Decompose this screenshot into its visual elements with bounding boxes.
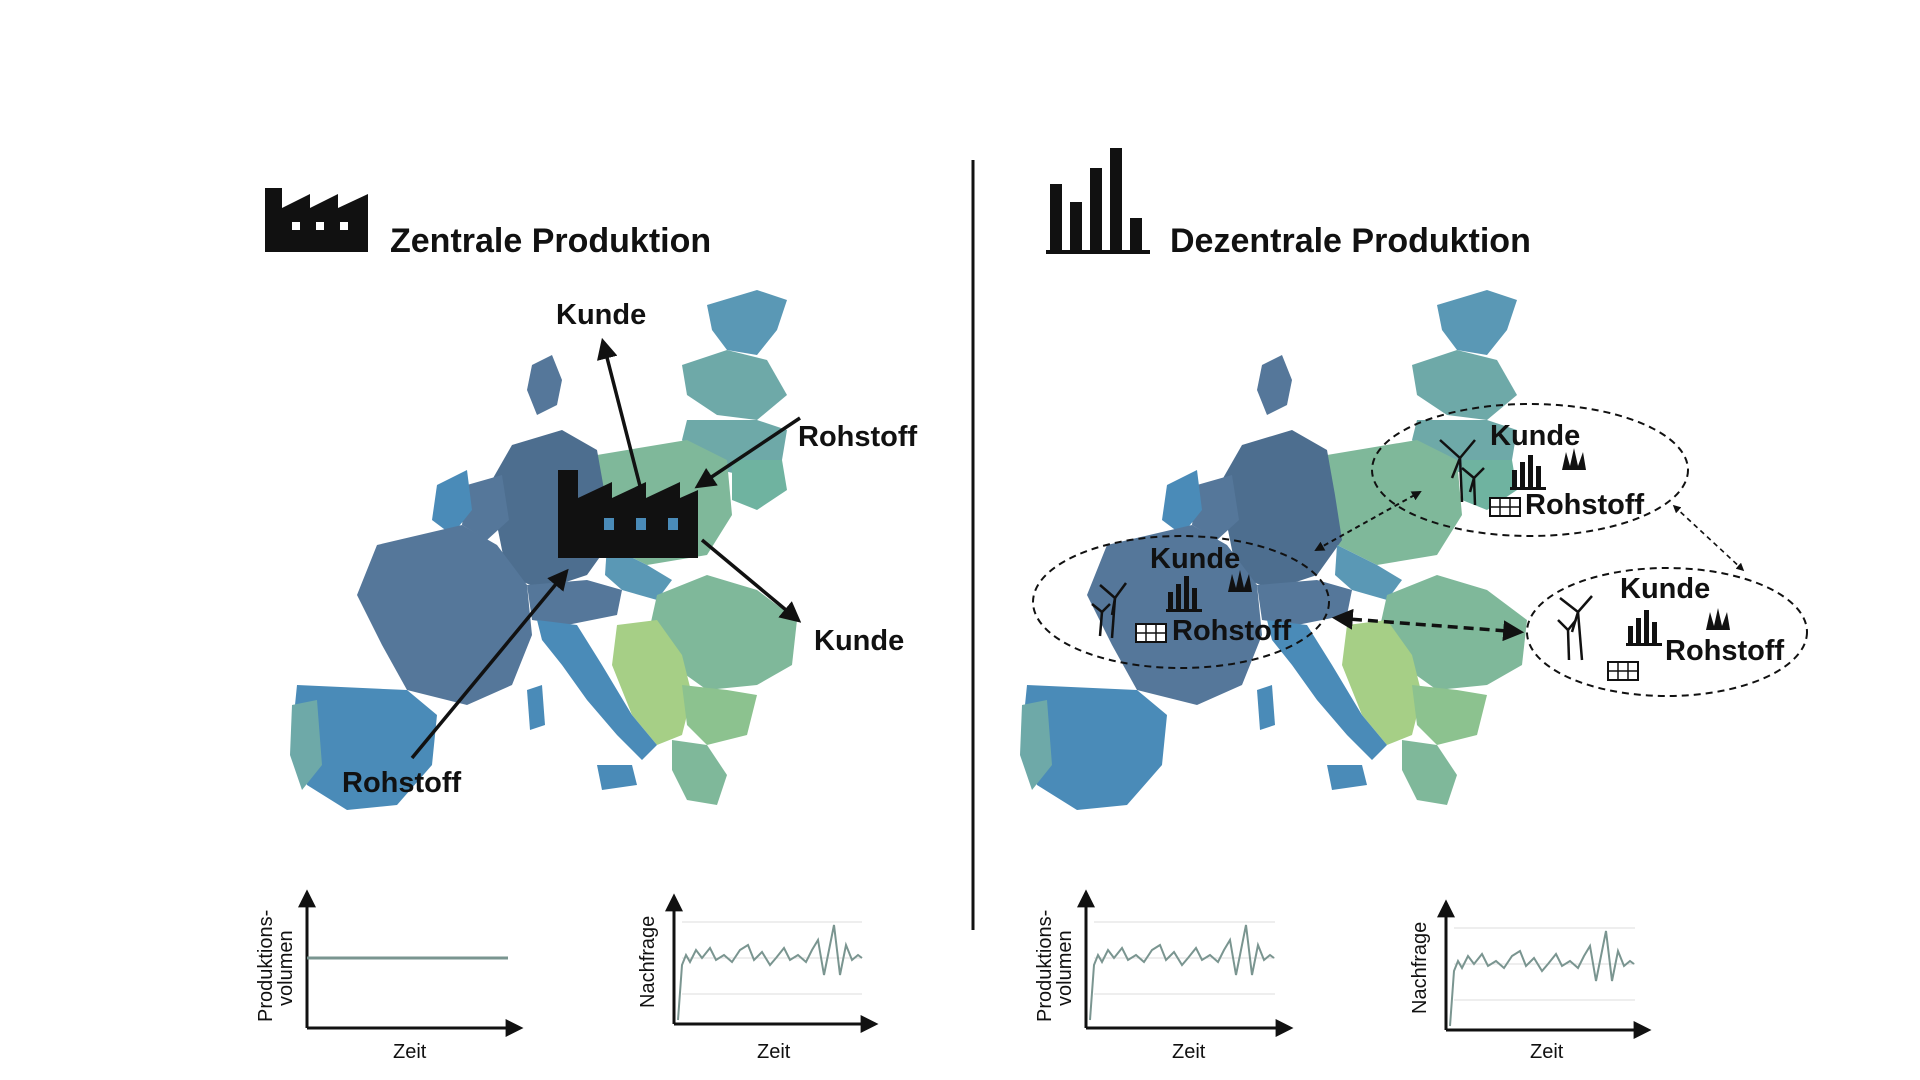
- region-ellipses: [1032, 403, 1808, 697]
- left-title: Zentrale Produktion: [390, 222, 711, 260]
- solar-panel-icon: [1489, 497, 1521, 517]
- bar-chart-small-icon: [1510, 455, 1546, 490]
- label-rohstoff-east: Rohstoff: [798, 421, 918, 453]
- region-northeast-kunde: Kunde: [1490, 420, 1580, 452]
- label-kunde-southeast: Kunde: [814, 625, 904, 657]
- bar-chart-small-icon: [1166, 576, 1202, 612]
- demand-line-left: [677, 924, 863, 1021]
- region-west-rohstoff: Rohstoff: [1172, 615, 1292, 647]
- ylabel-demand-left: Nachfrage: [637, 916, 659, 1008]
- wind-turbine-icon: [1557, 595, 1593, 661]
- chart-production-left: Produktions- volumen Zeit: [255, 889, 524, 1063]
- region-southeast-kunde: Kunde: [1620, 573, 1710, 605]
- region-northeast-rohstoff: Rohstoff: [1525, 489, 1645, 521]
- grass-icon: [1228, 570, 1252, 592]
- bar-chart-icon: [1046, 148, 1150, 254]
- demand-line-right: [1449, 930, 1635, 1027]
- flow-arrows-left: [410, 337, 802, 760]
- label-kunde-north: Kunde: [556, 299, 646, 331]
- wind-turbine-icon: [1439, 439, 1485, 506]
- solar-panel-icon: [1607, 661, 1639, 681]
- right-title: Dezentrale Produktion: [1170, 222, 1531, 260]
- region-southeast: Kunde Rohstoff: [1557, 573, 1785, 681]
- region-southeast-rohstoff: Rohstoff: [1665, 635, 1785, 667]
- region-west-kunde: Kunde: [1150, 543, 1240, 575]
- ylabel-production-left-2: volumen: [275, 930, 297, 1006]
- left-panel: Zentrale Produktion Kunde Rohstoff Kunde…: [255, 188, 918, 1063]
- solar-panel-icon: [1135, 623, 1167, 643]
- production-line-right: [1089, 924, 1275, 1021]
- xlabel-production-left: Zeit: [393, 1041, 427, 1063]
- chart-demand-right: Nachfrage Zeit: [1409, 899, 1652, 1063]
- europe-map-left: [290, 290, 797, 810]
- chart-production-right: Produktions- volumen Zeit: [1034, 889, 1294, 1063]
- wind-turbine-icon: [1091, 582, 1128, 639]
- ylabel-demand-right: Nachfrage: [1409, 922, 1431, 1014]
- region-connectors: [1314, 491, 1745, 642]
- region-northeast: Kunde Rohstoff: [1439, 420, 1645, 521]
- chart-demand-left: Nachfrage Zeit: [637, 893, 879, 1063]
- bar-chart-small-icon: [1626, 610, 1662, 646]
- central-factory-icon: [558, 470, 698, 558]
- xlabel-production-right: Zeit: [1172, 1041, 1206, 1063]
- grass-icon: [1706, 608, 1730, 630]
- factory-icon: [265, 188, 368, 252]
- ylabel-production-right-1: Produktions-: [1034, 910, 1056, 1022]
- xlabel-demand-right: Zeit: [1530, 1041, 1564, 1063]
- ylabel-production-right-2: volumen: [1054, 930, 1076, 1006]
- right-panel: Dezentrale Produktion: [1020, 148, 1808, 1063]
- ylabel-production-left-1: Produktions-: [255, 910, 277, 1022]
- grass-icon: [1562, 448, 1586, 470]
- region-west: Kunde Rohstoff: [1091, 543, 1292, 647]
- label-rohstoff-southwest: Rohstoff: [342, 767, 462, 799]
- xlabel-demand-left: Zeit: [757, 1041, 791, 1063]
